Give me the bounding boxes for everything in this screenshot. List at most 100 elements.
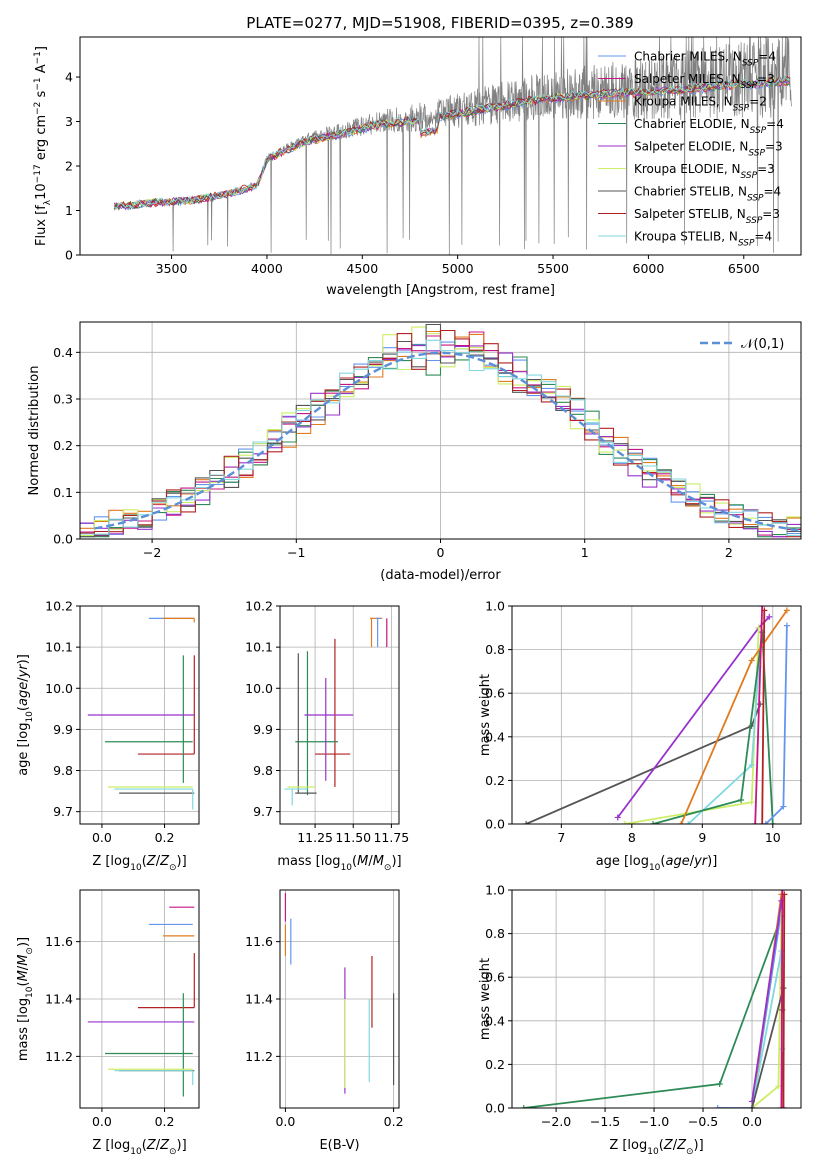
label-part: λ — [43, 199, 53, 205]
weight-vs-metallicity-plot: −2.0 −1.5 −1.0 −0.5 0.0 0.0 0.2 0.4 0.6 0.8 1.0 Z [… — [478, 883, 802, 1157]
label-part: ⊙ — [686, 1147, 694, 1157]
label-part: )] — [391, 854, 401, 869]
weight-line — [782, 894, 786, 1108]
weight-marker — [783, 622, 790, 629]
y-tick-label: 1.0 — [485, 883, 505, 898]
y-tick-label: 3 — [65, 114, 73, 129]
x-tick-label: −1 — [287, 545, 305, 560]
label-part: −1 — [33, 51, 43, 64]
y-tick-label: 11.2 — [45, 1049, 73, 1064]
axes: 0.0 0.29.79.89.910.010.110.2Z [log10(Z/Z⊙… — [16, 599, 200, 873]
weight-marker — [523, 821, 530, 824]
y-tick-label: 0.4 — [485, 1013, 505, 1028]
weight-line — [717, 909, 783, 1108]
weight-marker — [738, 797, 745, 804]
weight-marker — [761, 607, 768, 614]
label-part: Z — [146, 854, 157, 869]
errorbar-point — [105, 655, 193, 783]
weight-line — [523, 915, 785, 1108]
legend-entry: Salpeter STELIB, NSSP=3 — [634, 207, 780, 226]
x-tick-label: 0.0 — [92, 1114, 112, 1129]
label-part: A — [34, 64, 49, 77]
weight-line — [754, 606, 764, 824]
axes: −2 −1 0 1 2 0.0 0.1 0.2 0.3 0.4 (data-model)/error… — [27, 321, 802, 583]
weight-marker — [783, 607, 790, 614]
x-tick-label: 0.2 — [155, 1114, 175, 1129]
label-part: ⊙ — [25, 947, 35, 955]
label-part: ( — [142, 1138, 147, 1153]
label-part: 10 — [130, 1147, 142, 1157]
label-part: 10 — [649, 863, 661, 873]
weight-marker — [748, 799, 755, 806]
legend-text: Chabrier MILES, N — [634, 50, 742, 64]
legend-suffix: =3 — [762, 207, 780, 221]
x-tick-label: 10 — [765, 830, 781, 845]
y-tick-label: 9.9 — [253, 722, 273, 737]
label-part: M — [16, 970, 31, 981]
y-tick-label: 9.9 — [53, 722, 73, 737]
errorbar-point — [114, 788, 194, 810]
residual-histogram — [80, 339, 801, 536]
plot-area — [80, 322, 801, 539]
x-tick-label: 0.0 — [92, 830, 112, 845]
weight-marker — [748, 762, 755, 769]
x-tick-label: 5000 — [442, 261, 474, 276]
legend-text: Chabrier STELIB, N — [634, 185, 747, 199]
label-part: ( — [659, 1138, 664, 1153]
label-part: mass [log — [16, 998, 31, 1061]
label-part: −2 — [33, 102, 43, 115]
y-tick-label: 0.2 — [53, 438, 73, 453]
legend-entry: Kroupa ELODIE, NSSP=3 — [634, 162, 775, 181]
errorbar-point — [315, 638, 351, 787]
errorbar-point — [114, 1070, 194, 1086]
label-part: / — [156, 1138, 161, 1153]
legend-entry: Kroupa MILES, NSSP=2 — [634, 95, 767, 114]
label-part: ] — [34, 46, 49, 51]
errorbar-point — [304, 677, 354, 781]
label-part: M — [373, 854, 384, 869]
x-tick-label: 8 — [628, 830, 636, 845]
weight-line — [751, 900, 783, 1102]
label-part: )] — [16, 937, 31, 947]
label-part: ( — [16, 706, 31, 711]
y-tick-label: 0.8 — [485, 642, 505, 657]
errorbar-point — [105, 993, 193, 1097]
weight-line — [616, 616, 770, 819]
weight-marker — [649, 821, 656, 824]
axes-frame — [79, 605, 200, 825]
label-part: erg cm — [34, 115, 49, 164]
label-part: 10 — [25, 986, 35, 998]
label-part: s — [34, 90, 49, 101]
x-tick-label: 0.2 — [155, 830, 175, 845]
legend-entry: Chabrier ELODIE, NSSP=4 — [634, 117, 784, 136]
axes-frame — [511, 605, 802, 825]
label-part: / — [690, 854, 695, 869]
label-part: age [log — [16, 723, 31, 776]
y-tick-label: 4 — [65, 70, 73, 85]
y-axis-label: mass weight — [478, 958, 493, 1040]
weight-marker — [520, 1105, 527, 1108]
label-part: Flux [f — [34, 205, 49, 246]
axes: 3500 4000 4500 5000 5500 6000 6500 0 1 2 3 4 wavelen… — [33, 36, 802, 298]
x-tick-label: −2 — [143, 545, 161, 560]
y-tick-label: 10.1 — [245, 640, 273, 655]
legend-subscript: SSP — [741, 81, 758, 91]
errorbar-point — [284, 788, 308, 806]
label-part: −17 — [33, 164, 43, 183]
label-part: )] — [707, 854, 717, 869]
legend-subscript: SSP — [741, 171, 758, 181]
y-tick-label: 0.8 — [485, 926, 505, 941]
plot-area — [512, 890, 801, 1108]
label-part: Z — [159, 1138, 170, 1153]
x-tick-label: 5500 — [537, 261, 569, 276]
y-tick-label: 0.6 — [485, 686, 505, 701]
x-tick-label: 4000 — [251, 261, 283, 276]
legend-subscript: SSP — [746, 216, 763, 226]
y-tick-label: 0 — [65, 248, 73, 263]
x-tick-label: −2.0 — [541, 1114, 571, 1129]
plot-area — [280, 606, 399, 824]
weight-marker — [779, 890, 786, 893]
residuals-histogram: −2 −1 0 1 2 0.0 0.1 0.2 0.3 0.4 (data-model)/error… — [27, 321, 802, 583]
label-part: M — [16, 955, 31, 966]
